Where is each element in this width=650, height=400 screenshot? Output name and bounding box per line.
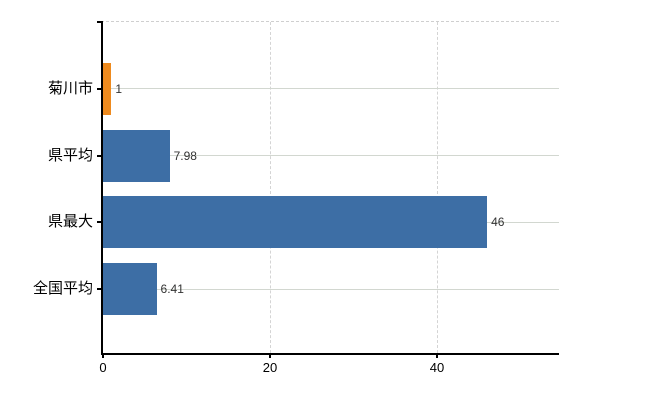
y-axis-tick [97, 154, 103, 157]
x-axis-tick [269, 353, 271, 358]
y-axis-top-tick [97, 21, 103, 23]
bar-value-label: 7.98 [173, 148, 197, 163]
bar-default [103, 129, 170, 182]
category-label: 県平均 [47, 146, 93, 164]
bar-default [103, 196, 488, 249]
y-axis-tick [97, 87, 103, 90]
category-label: 全国平均 [32, 280, 93, 298]
category-guideline [103, 88, 559, 90]
plot-area: 0 20 40 1 菊川市 7.98 県平均 46 県最大 6.41 全国平均 [33, 21, 559, 375]
category-guideline [103, 288, 559, 290]
y-axis-tick [97, 288, 103, 291]
x-axis-tick-label: 0 [99, 360, 107, 375]
bar-default [103, 263, 157, 316]
category-label: 菊川市 [47, 79, 93, 97]
category-guideline [103, 155, 559, 157]
x-axis-tick-label: 20 [262, 360, 278, 375]
y-axis-tick [97, 221, 103, 224]
x-axis-tick [436, 353, 438, 358]
bar-value-label: 46 [491, 215, 505, 230]
vertical-gridline [270, 22, 271, 353]
x-axis-tick [102, 353, 104, 358]
bar-value-label: 6.41 [160, 282, 184, 297]
x-axis-tick-label: 40 [429, 360, 445, 375]
category-label: 県最大 [47, 213, 93, 231]
bar-value-label: 1 [115, 81, 123, 96]
vertical-gridline [437, 22, 438, 353]
bar-highlight [103, 62, 112, 115]
